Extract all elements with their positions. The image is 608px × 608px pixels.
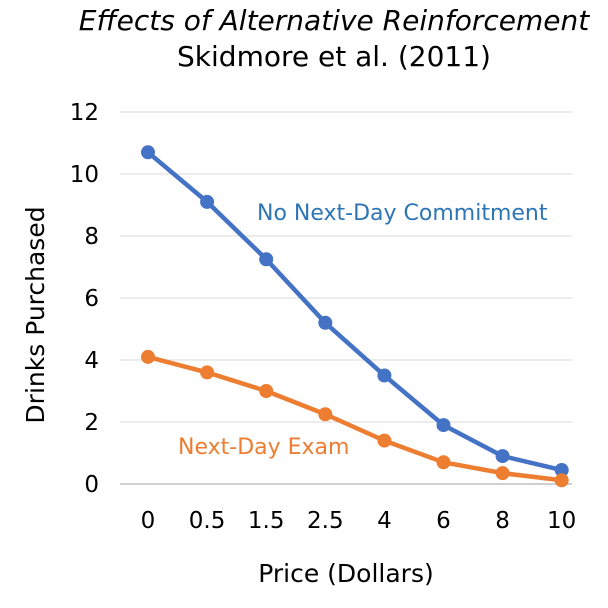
data-point-no-next-day-commitment (495, 449, 510, 464)
series-line-next-day-exam (145, 354, 564, 483)
x-axis-label: Price (Dollars) (258, 559, 434, 588)
x-tick-label: 4 (377, 508, 392, 534)
series-label-no-next-day-commitment: No Next-Day Commitment (257, 201, 548, 226)
series-label-next-day-exam: Next-Day Exam (178, 435, 349, 460)
data-point-no-next-day-commitment (200, 194, 215, 209)
y-tick-label: 10 (70, 162, 99, 188)
data-point-next-day-exam (200, 365, 215, 380)
y-axis-label: Drinks Purchased (21, 206, 50, 423)
x-tick-label: 6 (436, 508, 451, 534)
y-tick-label: 4 (84, 348, 99, 374)
data-point-next-day-exam (436, 455, 451, 470)
axis-layer: 0 2 4 6 8 10 12 0 0.5 1.5 2.5 4 6 8 10 (70, 100, 577, 534)
x-tick-label: 0 (141, 508, 156, 534)
y-tick-label: 2 (84, 410, 99, 436)
x-tick-label: 8 (495, 508, 510, 534)
data-point-no-next-day-commitment (554, 463, 569, 478)
data-point-no-next-day-commitment (259, 252, 274, 267)
data-point-no-next-day-commitment (436, 418, 451, 433)
y-tick-label: 12 (70, 100, 99, 126)
grid-layer (120, 111, 572, 423)
series-layer (141, 145, 569, 488)
data-point-next-day-exam (259, 384, 274, 398)
data-point-next-day-exam (554, 473, 569, 488)
y-tick-label: 0 (84, 472, 99, 498)
data-point-no-next-day-commitment (318, 315, 333, 330)
data-point-next-day-exam (495, 466, 510, 481)
chart-subtitle: Skidmore et al. (2011) (177, 40, 491, 73)
text-layer: Effects of Alternative Reinforcement Ski… (21, 4, 590, 588)
data-point-no-next-day-commitment (141, 145, 155, 160)
data-point-next-day-exam (318, 407, 333, 422)
data-point-next-day-exam (377, 433, 392, 448)
y-tick-label: 6 (84, 286, 99, 312)
x-tick-label: 10 (547, 508, 576, 534)
x-tick-label: 0.5 (189, 508, 226, 534)
chart-title: Effects of Alternative Reinforcement (79, 4, 590, 37)
data-point-no-next-day-commitment (377, 368, 392, 383)
y-tick-label: 8 (84, 224, 99, 250)
x-tick-label: 2.5 (307, 508, 344, 534)
series-line-no-next-day-commitment (145, 150, 564, 473)
data-point-next-day-exam (141, 349, 155, 364)
x-tick-label: 1.5 (248, 508, 285, 534)
